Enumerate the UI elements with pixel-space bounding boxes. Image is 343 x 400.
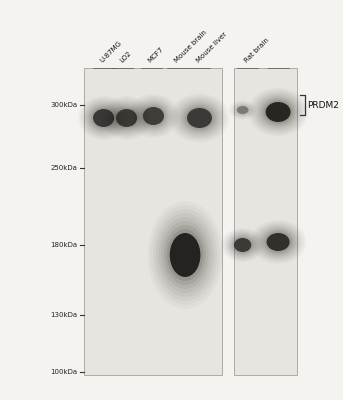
Text: 100kDa: 100kDa xyxy=(50,369,78,375)
Ellipse shape xyxy=(265,102,291,122)
Ellipse shape xyxy=(267,233,289,251)
Ellipse shape xyxy=(259,97,297,127)
Text: 130kDa: 130kDa xyxy=(50,312,78,318)
Ellipse shape xyxy=(236,105,249,115)
Ellipse shape xyxy=(93,109,114,127)
Ellipse shape xyxy=(141,105,166,127)
Text: LO2: LO2 xyxy=(119,50,132,64)
Text: Mouse liver: Mouse liver xyxy=(195,31,228,64)
Ellipse shape xyxy=(114,107,139,129)
Text: MCF7: MCF7 xyxy=(147,46,165,64)
Ellipse shape xyxy=(263,100,293,124)
Ellipse shape xyxy=(262,230,294,254)
Text: 300kDa: 300kDa xyxy=(50,102,78,108)
Ellipse shape xyxy=(233,237,253,253)
Ellipse shape xyxy=(143,107,164,125)
Ellipse shape xyxy=(264,231,292,253)
Bar xyxy=(234,68,297,375)
Text: 180kDa: 180kDa xyxy=(50,242,78,248)
Ellipse shape xyxy=(116,109,137,127)
Ellipse shape xyxy=(164,225,206,285)
Bar xyxy=(84,68,223,375)
Ellipse shape xyxy=(180,103,219,133)
Ellipse shape xyxy=(231,236,255,254)
Ellipse shape xyxy=(229,234,256,256)
Text: PRDM2: PRDM2 xyxy=(307,100,339,110)
Ellipse shape xyxy=(137,102,170,130)
Ellipse shape xyxy=(237,106,248,114)
Ellipse shape xyxy=(261,98,295,126)
Ellipse shape xyxy=(185,106,214,130)
Ellipse shape xyxy=(91,107,116,129)
Text: Rat brain: Rat brain xyxy=(243,37,270,64)
Ellipse shape xyxy=(182,104,216,132)
Ellipse shape xyxy=(112,106,141,130)
Ellipse shape xyxy=(87,104,120,132)
Ellipse shape xyxy=(170,233,200,277)
Ellipse shape xyxy=(110,104,143,132)
Ellipse shape xyxy=(187,108,212,128)
Text: 250kDa: 250kDa xyxy=(51,165,78,171)
Ellipse shape xyxy=(139,104,168,128)
Ellipse shape xyxy=(162,221,209,289)
Text: U-87MG: U-87MG xyxy=(99,40,123,64)
Ellipse shape xyxy=(89,106,118,130)
Text: Mouse brain: Mouse brain xyxy=(173,30,208,64)
Ellipse shape xyxy=(234,238,251,252)
Ellipse shape xyxy=(260,228,296,256)
Ellipse shape xyxy=(167,229,203,281)
